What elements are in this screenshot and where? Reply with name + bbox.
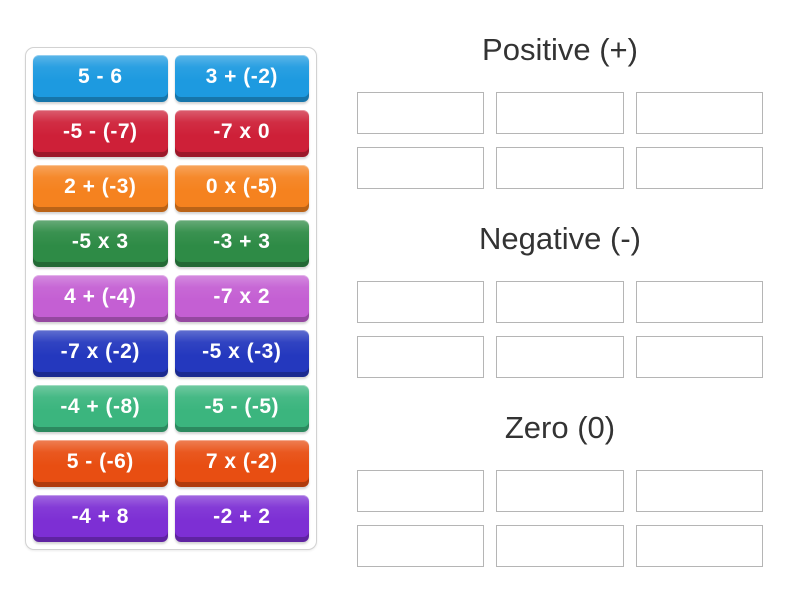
drop-slot[interactable] — [635, 525, 763, 567]
tile[interactable]: -7 x (-2) — [33, 330, 168, 377]
tile[interactable]: -5 - (-7) — [33, 110, 168, 157]
drop-slot[interactable] — [635, 281, 763, 323]
tile[interactable]: -5 x (-3) — [174, 330, 309, 377]
tile[interactable]: -5 x 3 — [33, 220, 168, 267]
drop-slot[interactable] — [496, 92, 624, 134]
tile[interactable]: -7 x 0 — [174, 110, 309, 157]
drop-slot[interactable] — [496, 336, 624, 378]
drop-slot[interactable] — [357, 92, 485, 134]
drop-slot[interactable] — [357, 281, 485, 323]
tile[interactable]: -4 + (-8) — [33, 385, 168, 432]
drop-slot[interactable] — [357, 525, 485, 567]
slot-grid — [357, 470, 763, 567]
tile[interactable]: 5 - (-6) — [33, 440, 168, 487]
group-title: Positive (+) — [482, 32, 638, 67]
tile[interactable]: 5 - 6 — [33, 55, 168, 102]
drop-slot[interactable] — [357, 147, 485, 189]
drop-slot[interactable] — [496, 470, 624, 512]
groups: Positive (+) Negative (-) Zero (0) — [357, 0, 763, 600]
tile[interactable]: -2 + 2 — [174, 495, 309, 542]
slot-grid — [357, 92, 763, 189]
group-title: Negative (-) — [479, 221, 641, 256]
tile[interactable]: -5 - (-5) — [174, 385, 309, 432]
drop-slot[interactable] — [496, 147, 624, 189]
tile[interactable]: 3 + (-2) — [174, 55, 309, 102]
drop-slot[interactable] — [635, 470, 763, 512]
tile[interactable]: 4 + (-4) — [33, 275, 168, 322]
drop-slot[interactable] — [496, 525, 624, 567]
slot-grid — [357, 281, 763, 378]
tile[interactable]: 7 x (-2) — [174, 440, 309, 487]
drop-slot[interactable] — [357, 470, 485, 512]
tile[interactable]: 2 + (-3) — [33, 165, 168, 212]
group-negative: Negative (-) — [357, 217, 763, 378]
tile[interactable]: 0 x (-5) — [174, 165, 309, 212]
tile[interactable]: -7 x 2 — [174, 275, 309, 322]
group-zero: Zero (0) — [357, 406, 763, 567]
drop-slot[interactable] — [357, 336, 485, 378]
drop-slot[interactable] — [635, 92, 763, 134]
group-positive: Positive (+) — [357, 28, 763, 189]
tile[interactable]: -3 + 3 — [174, 220, 309, 267]
drop-slot[interactable] — [635, 147, 763, 189]
drop-slot[interactable] — [635, 336, 763, 378]
tile[interactable]: -4 + 8 — [33, 495, 168, 542]
group-title: Zero (0) — [504, 410, 616, 445]
drop-slot[interactable] — [496, 281, 624, 323]
